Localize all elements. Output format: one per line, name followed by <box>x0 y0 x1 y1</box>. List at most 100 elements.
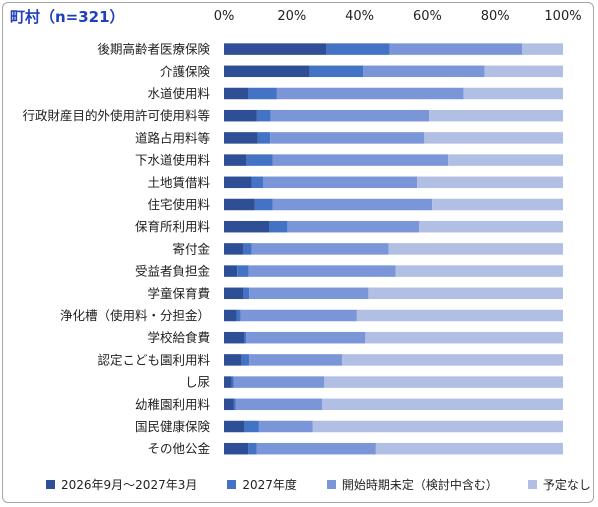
category-label: 寄付金 <box>172 241 210 256</box>
chart-frame <box>2 2 594 503</box>
category-label: 学校給食費 <box>147 330 210 345</box>
bar-segment <box>224 154 247 166</box>
bar-segment <box>224 398 234 411</box>
x-tick-label: 20% <box>277 9 306 24</box>
bar-segment <box>240 309 357 322</box>
bar-segment <box>251 243 389 255</box>
chart-title: 町村（n=321） <box>10 8 125 26</box>
legend-swatch <box>326 479 336 489</box>
category-label: 幼稚園利用料 <box>135 397 211 412</box>
bar-segment <box>241 354 250 366</box>
x-tick-label: 60% <box>413 9 442 24</box>
bar-segment <box>326 43 390 55</box>
bar-segment <box>341 354 563 366</box>
bar-segment <box>270 109 430 122</box>
category-label: 学童保育費 <box>147 286 210 301</box>
bar-segment <box>235 398 322 411</box>
category-label: 国民健康保険 <box>135 419 211 434</box>
category-label: し尿 <box>185 375 210 390</box>
bar-segment <box>246 154 273 166</box>
bar-segment <box>312 420 563 433</box>
bar-segment <box>395 265 563 277</box>
bar-segment <box>424 132 563 144</box>
bar-segment <box>256 442 376 455</box>
category-label: 道路占用料等 <box>135 130 210 145</box>
category-label: 認定こども園利用料 <box>97 352 210 367</box>
bar-segment <box>224 376 232 388</box>
category-label: 浄化槽（使用料・分担金） <box>60 308 210 323</box>
bar-segment <box>248 265 396 277</box>
category-label: 住宅使用料 <box>147 197 210 212</box>
bar-segment <box>231 376 234 388</box>
bar-segment <box>432 198 563 211</box>
bar-segment <box>224 287 244 300</box>
bar-segment <box>269 220 288 233</box>
legend-label: 2026年9月～2027年3月 <box>61 477 198 492</box>
bar-segment <box>224 420 245 433</box>
bar-segment <box>429 109 563 122</box>
x-tick-label: 0% <box>214 9 235 24</box>
legend-label: 予定なし <box>542 477 591 492</box>
category-label: 行政財産目的外使用許可使用料等 <box>22 108 210 123</box>
bar-segment <box>224 265 238 277</box>
bar-segment <box>224 442 249 455</box>
bar-segment <box>224 43 327 55</box>
category-label: 後期高齢者医療保険 <box>97 42 210 57</box>
bar-segment <box>309 65 364 78</box>
bar-segment <box>448 154 563 166</box>
bar-segment <box>484 65 563 78</box>
bar-segment <box>254 198 273 211</box>
category-label: その他公金 <box>147 441 210 456</box>
bar-segment <box>242 243 252 255</box>
bar-segment <box>248 87 277 100</box>
bar-segment <box>236 309 241 322</box>
bar-segment <box>272 198 433 211</box>
bar-segment <box>463 87 563 100</box>
bar-segment <box>224 198 255 211</box>
bar-segment <box>224 109 257 122</box>
legend-label: 2027年度 <box>242 477 297 492</box>
category-label: 受益者負担金 <box>135 264 211 279</box>
legend-item: 開始時期未定（検討中含む） <box>326 476 498 493</box>
bar-segment <box>237 265 249 277</box>
bar-segment <box>224 243 243 255</box>
category-label: 保育所利用料 <box>135 219 211 234</box>
bar-segment <box>287 220 420 233</box>
bar-segment <box>224 309 237 322</box>
bar-segment <box>249 354 342 366</box>
bar-segment <box>233 376 325 388</box>
category-label: 土地賃借料 <box>147 175 210 190</box>
legend-swatch <box>527 479 537 489</box>
bar-segment <box>375 442 563 455</box>
bar-segment <box>256 109 271 122</box>
bar-segment <box>262 176 418 189</box>
bar-segment <box>243 287 250 300</box>
legend-swatch <box>46 479 55 489</box>
bar-segment <box>251 176 263 189</box>
bar-segment <box>363 65 485 78</box>
bar-segment <box>224 354 242 366</box>
bar-segment <box>248 442 257 455</box>
legend-swatch <box>227 479 237 489</box>
legend-item: 2027年度 <box>227 476 297 493</box>
category-label: 水道使用料 <box>147 86 210 101</box>
bar-segment <box>244 420 259 433</box>
bar-segment <box>257 132 271 144</box>
x-tick-label: 40% <box>345 9 374 24</box>
bar-segment <box>419 220 563 233</box>
bar-segment <box>324 376 563 388</box>
bar-segment <box>272 154 449 166</box>
bar-segment <box>368 287 563 300</box>
bar-segment <box>522 43 563 55</box>
bar-segment <box>417 176 563 189</box>
category-label: 介護保険 <box>160 64 211 79</box>
bar-segment <box>244 331 247 344</box>
bar-segment <box>356 309 563 322</box>
bar-segment <box>224 87 249 100</box>
bar-segment <box>233 398 236 411</box>
bar-segment <box>224 132 258 144</box>
legend-item: 2026年9月～2027年3月 <box>46 476 197 493</box>
bar-segment <box>389 43 523 55</box>
legend-item: 予定なし <box>527 476 591 493</box>
